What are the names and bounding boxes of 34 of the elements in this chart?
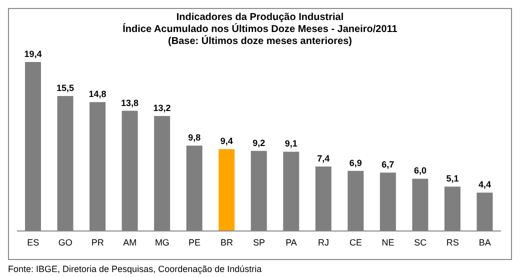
data-label: 9,8 [188, 132, 201, 143]
source-note: Fonte: IBGE, Diretoria de Pesquisas, Coordenação de Indústria [8, 264, 263, 274]
x-tick-label: PR [91, 237, 104, 248]
data-label: 13,8 [121, 98, 139, 108]
x-tick-label: ES [27, 237, 40, 248]
x-tick-label: BA [478, 237, 491, 248]
x-tick-label: NE [382, 237, 394, 248]
data-label: 6,9 [349, 158, 362, 168]
x-tick-label: SC [414, 237, 428, 248]
data-label: 15,5 [56, 82, 74, 93]
x-tick-label: PA [286, 237, 297, 248]
data-label: 5,1 [446, 174, 459, 184]
x-tick-label: SP [252, 237, 266, 248]
x-tick-label: RS [446, 237, 459, 248]
x-tick-label: MG [154, 237, 170, 248]
data-label: 7,4 [317, 154, 330, 164]
data-label: 6,0 [414, 166, 426, 176]
data-label: 9,1 [284, 138, 298, 149]
chart-subtitle: Índice Acumulado nos Últimos Doze Meses - Janeiro/2011 (Base: Últimos doze meses anteriores) [122, 24, 398, 48]
data-label: 19,4 [24, 49, 42, 59]
data-label: 14,8 [88, 89, 106, 100]
x-tick-label: RJ [318, 237, 330, 248]
x-tick-label: CE [350, 237, 362, 248]
x-tick-label: AM [123, 237, 137, 248]
bar [218, 149, 235, 231]
x-tick-label: PE [188, 237, 200, 248]
data-label: 6,7 [382, 160, 394, 170]
x-tick-label: GO [58, 237, 72, 248]
data-label: 9,4 [220, 136, 233, 146]
chart-title: Indicadores da Produção Industrial [175, 12, 345, 23]
data-label: 13,2 [153, 103, 171, 114]
data-label: 4,4 [478, 180, 491, 190]
x-tick-label: BR [220, 237, 234, 248]
data-label: 9,2 [252, 138, 266, 148]
